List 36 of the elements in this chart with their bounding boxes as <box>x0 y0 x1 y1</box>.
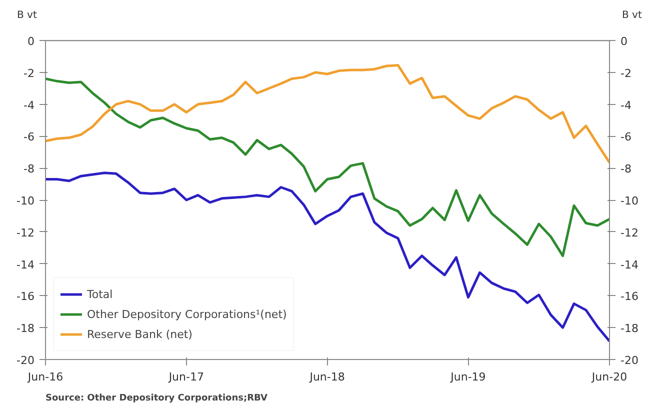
y2-tick-label: -8 <box>620 162 632 176</box>
y2-tick-label: -20 <box>620 354 638 367</box>
y2-tick-label: -6 <box>620 130 632 144</box>
y-tick-label: -4 <box>24 98 34 112</box>
y-tick-label: -20 <box>16 354 34 367</box>
legend-label: Other Depository Corporations¹(net) <box>87 307 287 321</box>
y-tick-label: -18 <box>16 322 34 336</box>
y2-tick-label: -2 <box>620 66 632 80</box>
y2-tick-label: 0 <box>620 35 628 48</box>
y2-tick-label: -12 <box>620 226 638 240</box>
y-tick-label: -12 <box>16 226 34 240</box>
source-note: Source: Other Depository Corporations;RBV <box>46 394 268 403</box>
y-tick-label: -10 <box>16 194 34 208</box>
legend-label: Reserve Bank (net) <box>87 327 192 341</box>
x-tick-label: Jun-17 <box>168 370 204 384</box>
y2-tick-label: -14 <box>620 258 638 272</box>
x-tick-label: Jun-18 <box>308 370 345 384</box>
y2-axis-title: B vt <box>622 9 642 23</box>
y-tick-label: -8 <box>24 162 34 176</box>
legend-label: Total <box>87 287 113 301</box>
y-tick-label: 0 <box>28 35 34 48</box>
line-series <box>46 78 610 258</box>
x-tick-label: Jun-20 <box>590 370 628 384</box>
y-tick-label: -16 <box>16 290 34 304</box>
y2-tick-label: -16 <box>620 290 638 304</box>
x-tick-label: Jun-16 <box>26 370 64 384</box>
y-tick-label: -2 <box>24 66 34 80</box>
x-tick-label: Jun-19 <box>450 370 486 384</box>
y-tick-label: -14 <box>16 258 34 272</box>
y2-tick-label: -18 <box>620 322 638 336</box>
y-axis-title: B vt <box>17 9 37 23</box>
y2-tick-label: -4 <box>620 98 632 112</box>
y-tick-label: -6 <box>24 130 34 144</box>
line-series <box>46 172 610 342</box>
line-series <box>46 64 610 164</box>
y2-tick-label: -10 <box>620 194 638 208</box>
